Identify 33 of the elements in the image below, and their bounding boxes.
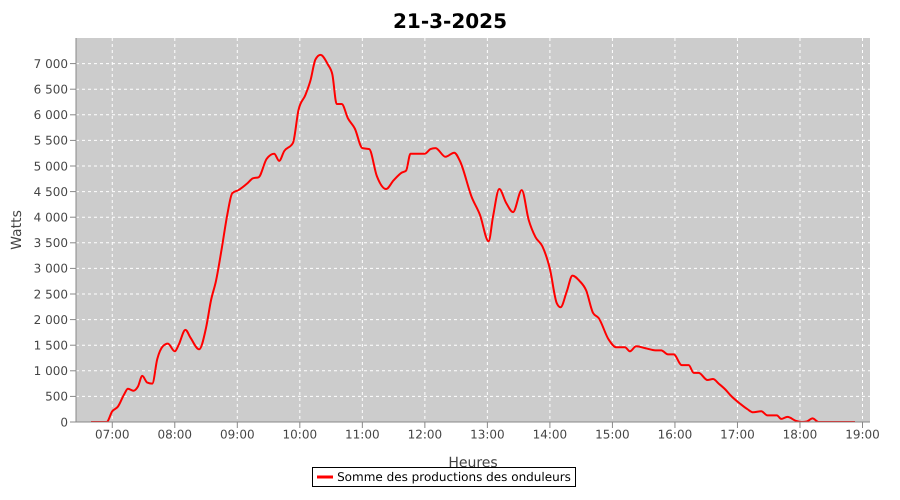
- y-tick-label: 7 000: [34, 56, 68, 71]
- y-tick-label: 3 500: [34, 236, 68, 250]
- y-tick-label: 0: [60, 415, 68, 430]
- x-tick-label: 18:00: [782, 428, 818, 442]
- y-tick-label: 2 000: [34, 312, 68, 327]
- y-tick-label: 500: [45, 390, 68, 404]
- x-tick-label: 16:00: [658, 428, 692, 442]
- y-tick-label: 1 500: [34, 338, 68, 352]
- y-tick-label: 5 500: [34, 134, 68, 148]
- x-tick-label: 19:00: [845, 428, 880, 442]
- y-tick-label: 4 500: [34, 184, 68, 199]
- y-tick-label: 4 000: [34, 210, 68, 224]
- x-tick-label: 14:00: [532, 428, 568, 442]
- y-axis-title: Watts: [8, 210, 25, 250]
- y-tick-label: 5 000: [34, 159, 68, 174]
- legend-label: Somme des productions des onduleurs: [337, 470, 571, 484]
- x-tick-label: 07:00: [94, 428, 130, 442]
- y-tick-label: 6 000: [34, 108, 68, 122]
- line-series: [90, 54, 856, 422]
- y-tick-label: 3 000: [34, 262, 68, 276]
- x-axis-title: Heures: [448, 455, 498, 471]
- x-tick-label: 15:00: [595, 428, 630, 442]
- x-tick-label: 11:00: [345, 428, 380, 442]
- x-tick-label: 08:00: [157, 428, 192, 442]
- x-tick-label: 13:00: [470, 428, 505, 442]
- chart-title: 21-3-2025: [392, 8, 508, 35]
- y-tick-label: 6 500: [34, 82, 68, 96]
- x-tick-label: 09:00: [220, 428, 255, 442]
- x-tick-label: 17:00: [720, 428, 755, 442]
- y-tick-label: 1 000: [34, 364, 68, 378]
- x-tick-label: 10:00: [282, 428, 318, 442]
- x-tick-label: 12:00: [408, 428, 442, 442]
- y-tick-label: 2 500: [34, 287, 68, 302]
